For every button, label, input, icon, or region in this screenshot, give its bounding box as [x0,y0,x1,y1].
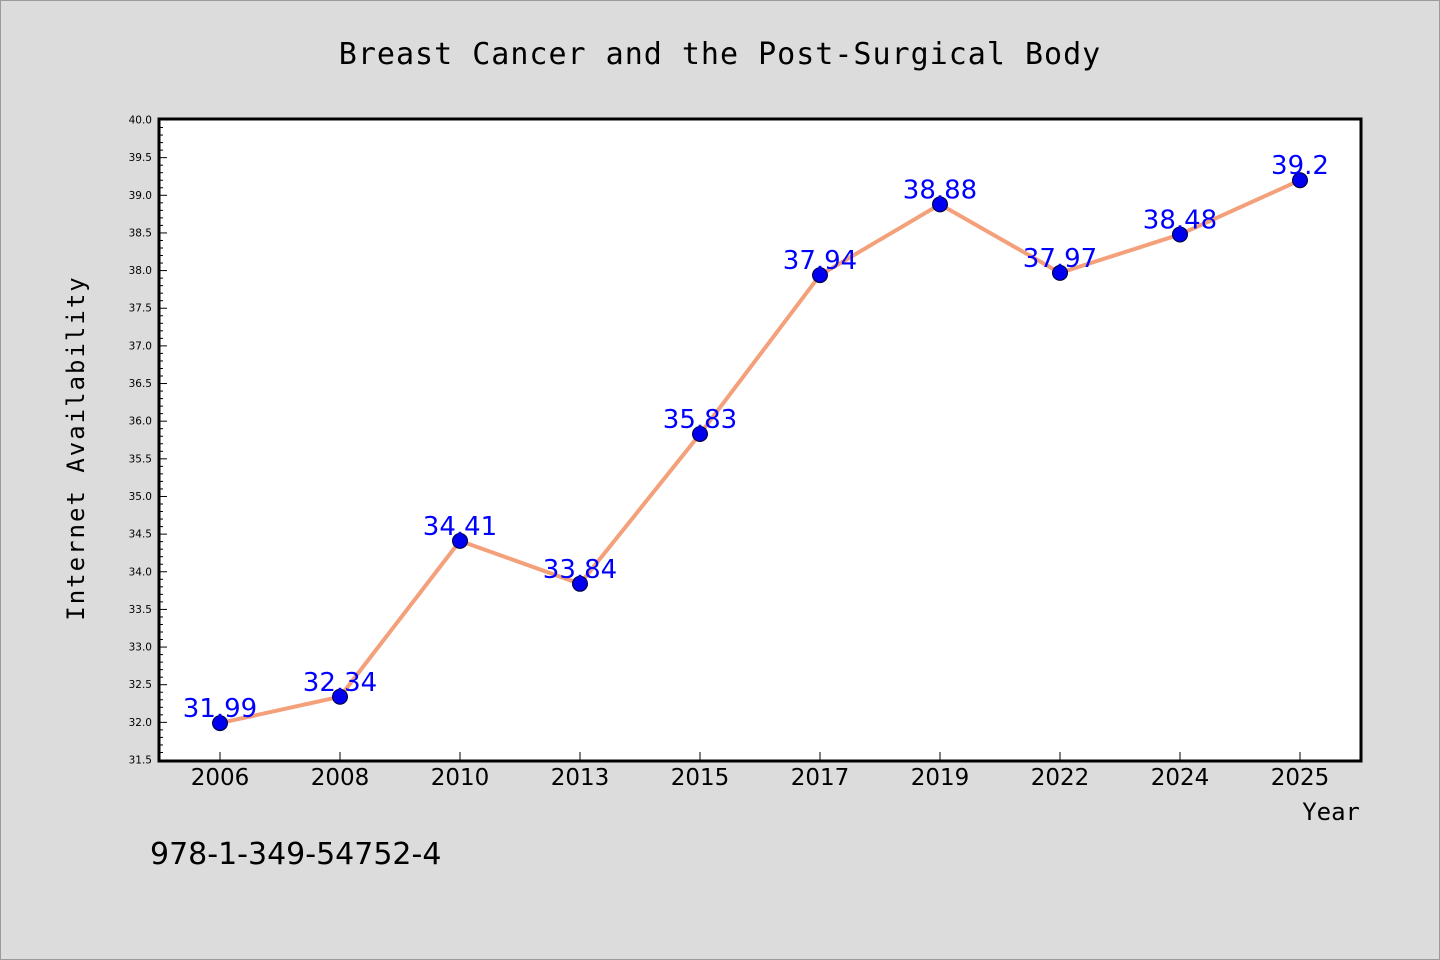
data-label: 39.2 [1271,151,1329,181]
data-point-marker [1172,226,1188,243]
series-markers-group [212,172,1308,732]
y-tick-label: 36.5 [129,378,152,390]
x-tick-label: 2017 [791,765,850,791]
data-point-marker [1052,264,1068,281]
y-tick-label: 33.0 [129,642,152,654]
data-label: 32.34 [303,668,377,698]
y-tick-label: 37.5 [129,303,152,315]
data-label: 38.88 [903,175,977,205]
y-tick-label: 39.0 [129,190,152,202]
data-point-marker [452,532,468,549]
data-label: 37.94 [783,246,857,276]
y-tick-label: 38.0 [129,265,152,277]
y-tick-label: 36.0 [129,416,152,428]
x-tick-label: 2008 [311,765,370,791]
data-point-marker [572,575,588,592]
y-tick-label: 34.0 [129,566,152,578]
x-tick-label: 2019 [911,765,970,791]
y-tick-label: 34.5 [129,529,152,541]
x-tick-label: 2024 [1151,765,1210,791]
data-point-marker [692,425,708,442]
y-axis: 31.5 32.0 32.5 33.0 33.5 34.0 34.5 35.0 35.5 36.0… [129,115,167,767]
data-point-marker [932,196,948,213]
x-tick-label: 2025 [1271,765,1330,791]
x-tick-label: 2006 [191,765,250,791]
isbn-footer-text: 978-1-349-54752-4 [150,837,441,872]
data-label: 34.41 [423,512,497,542]
y-axis-label: Internet Availability [62,275,90,620]
y-tick-label: 37.0 [129,340,152,352]
y-tick-label: 40.0 [129,115,152,127]
y-tick-label: 38.5 [129,227,152,239]
data-label: 33.84 [543,555,617,585]
data-label: 37.97 [1023,244,1097,274]
series-line-group [218,178,1302,726]
x-axis: 2006 2008 2010 2013 2015 2017 2019 2022 2024 2025 [191,752,1330,791]
x-tick-label: 2010 [431,765,490,791]
data-label: 31.99 [183,694,257,724]
x-tick-label: 2022 [1031,765,1090,791]
y-tick-label: 35.0 [129,491,152,503]
data-point-marker [212,715,228,732]
data-labels-group: 31.99 32.34 34.41 33.84 35.83 37.94 38.88 37.97… [183,151,1329,724]
data-point-marker [1292,172,1308,189]
x-tick-label: 2015 [671,765,730,791]
chart-title: Breast Cancer and the Post-Surgical Body [339,37,1101,72]
x-tick-label: 2013 [551,765,610,791]
y-tick-label: 32.0 [129,717,152,729]
y-tick-label: 39.5 [129,152,152,164]
data-point-marker [812,267,828,284]
y-tick-label: 33.5 [129,604,152,616]
data-point-marker [332,688,348,705]
data-label: 35.83 [663,405,737,435]
y-tick-label: 32.5 [129,679,152,691]
plot-area [157,117,1363,763]
x-axis-label: Year [1302,798,1360,826]
y-tick-label: 35.5 [129,453,152,465]
series-line [218,178,1302,726]
y-tick-label: 31.5 [129,755,152,767]
data-label: 38.48 [1143,205,1217,235]
